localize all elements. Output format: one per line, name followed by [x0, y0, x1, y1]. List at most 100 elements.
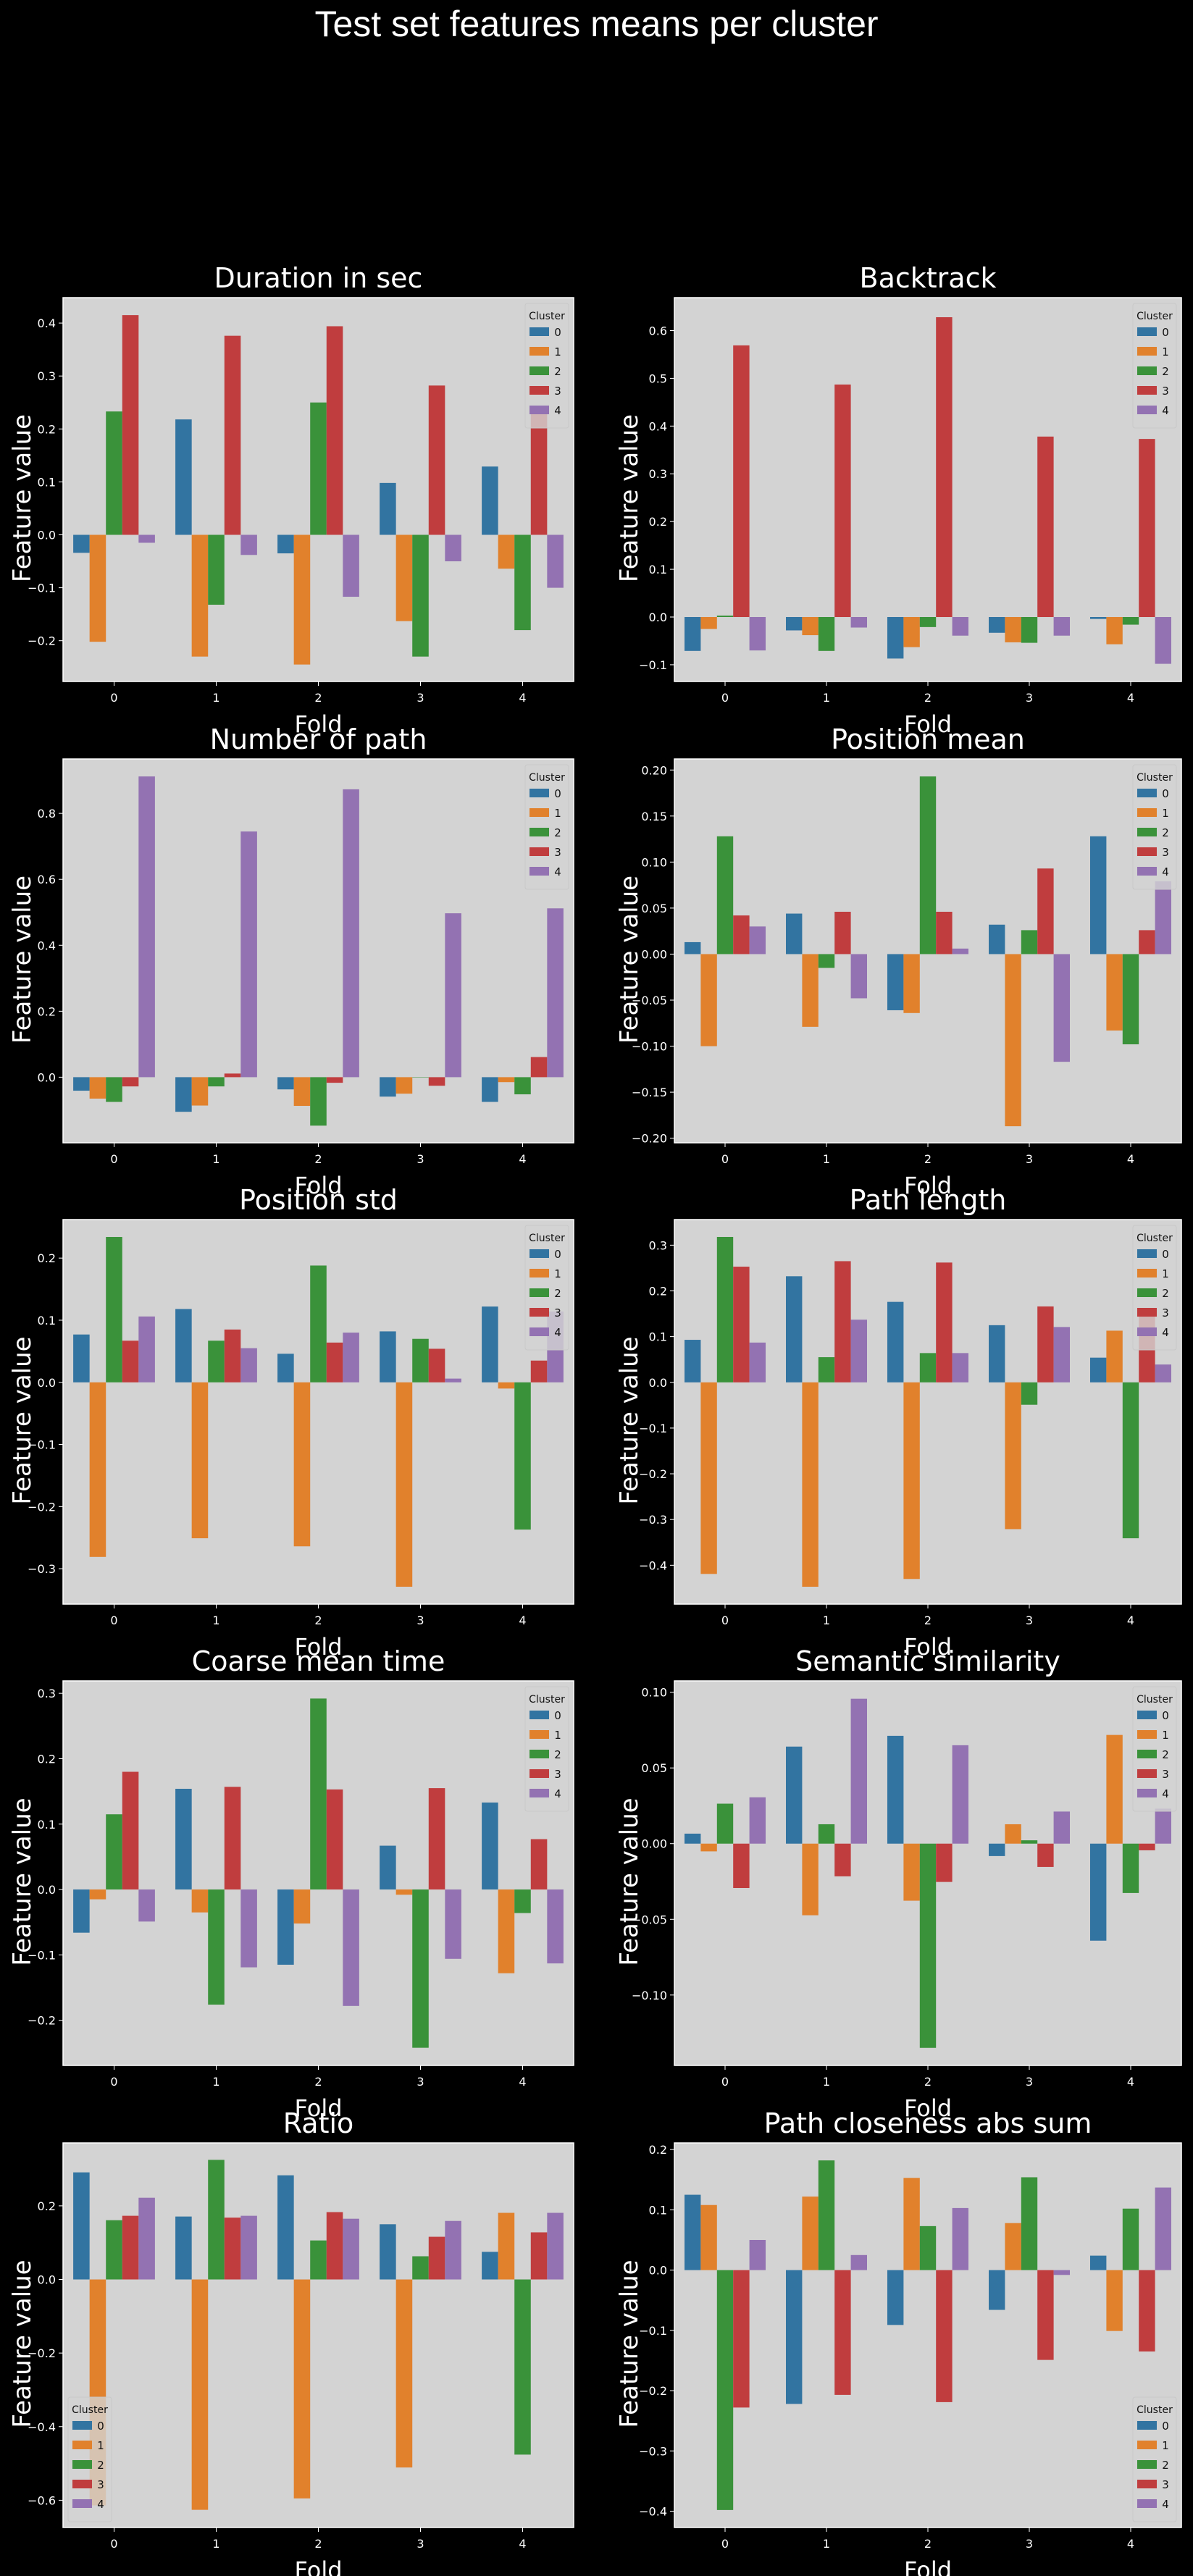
- legend-label: 1: [554, 1729, 561, 1742]
- legend-swatch-cluster4: [529, 406, 549, 414]
- y-tick-label: −0.3: [639, 2444, 667, 2458]
- bar-fold3-cluster2: [1021, 1840, 1038, 1844]
- bar-fold2-cluster1: [903, 1843, 920, 1901]
- y-tick-label: −0.2: [639, 1467, 667, 1481]
- legend-label: 0: [1162, 326, 1169, 339]
- plot-area: [674, 1219, 1182, 1605]
- legend-swatch-cluster4: [72, 2499, 92, 2508]
- bar-fold0-cluster1: [700, 617, 717, 629]
- x-tick-label: 3: [416, 1614, 424, 1627]
- bar-fold2-cluster0: [887, 2270, 904, 2325]
- legend-label: 3: [554, 1306, 561, 1320]
- bar-fold1-cluster4: [850, 2254, 867, 2270]
- legend-label: 4: [554, 404, 561, 417]
- x-tick-label: 0: [721, 1152, 729, 1166]
- legend-swatch-cluster0: [529, 1249, 549, 1258]
- legend-label: 1: [554, 807, 561, 820]
- legend-swatch-cluster1: [529, 1269, 549, 1277]
- bar-fold4-cluster4: [1155, 1808, 1171, 1844]
- y-tick-label: 0.2: [38, 1251, 56, 1265]
- legend-swatch-cluster3: [529, 847, 549, 856]
- legend-label: 2: [1162, 365, 1169, 378]
- plot-area: [674, 2142, 1182, 2528]
- bar-fold3-cluster1: [1005, 1824, 1021, 1844]
- y-tick-label: −0.2: [28, 634, 56, 648]
- legend-label: 2: [1162, 1287, 1169, 1300]
- legend-label: 4: [1162, 404, 1169, 417]
- y-tick-label: 0.10: [641, 1686, 667, 1700]
- bar-fold3-cluster3: [1037, 436, 1054, 618]
- legend-label: 2: [554, 826, 561, 839]
- y-axis-label: Feature value: [615, 1797, 644, 1965]
- legend: Cluster 0 1 2 3 4: [1132, 1686, 1177, 1812]
- legend-label: 4: [554, 1326, 561, 1339]
- legend-swatch-cluster0: [1137, 327, 1157, 336]
- bar-fold0-cluster3: [122, 315, 139, 535]
- bar-fold3-cluster1: [1005, 954, 1021, 1127]
- x-tick-label: 1: [212, 1152, 219, 1166]
- bar-fold2-cluster3: [936, 2270, 953, 2402]
- bar-fold1-cluster1: [802, 1382, 819, 1587]
- y-tick-label: 0.05: [641, 1761, 667, 1775]
- x-tick-label: 3: [1026, 691, 1033, 705]
- subplot-title: Coarse mean time: [192, 1645, 445, 1677]
- y-tick-label: −0.05: [632, 1913, 667, 1926]
- legend-swatch-cluster2: [529, 1288, 549, 1297]
- bar-fold1-cluster0: [175, 419, 192, 535]
- legend-swatch-cluster1: [529, 347, 549, 356]
- x-tick-label: 2: [314, 2075, 322, 2089]
- bar-fold1-cluster4: [850, 1320, 867, 1383]
- y-tick-label: 0.4: [38, 939, 56, 952]
- y-tick-label: 0.4: [38, 316, 56, 330]
- bar-fold0-cluster2: [106, 1814, 122, 1890]
- bar-fold4-cluster0: [482, 1306, 498, 1383]
- bar-fold3-cluster4: [445, 913, 461, 1078]
- bar-fold1-cluster2: [818, 617, 835, 651]
- bar-fold0-cluster4: [749, 926, 766, 955]
- bar-fold4-cluster4: [1155, 2187, 1171, 2270]
- y-tick-label: 0.2: [38, 422, 56, 436]
- bar-fold0-cluster0: [73, 2172, 90, 2280]
- bar-fold4-cluster0: [1090, 617, 1107, 619]
- bar-fold1-cluster0: [786, 617, 803, 631]
- bar-fold1-cluster1: [191, 1889, 209, 1913]
- legend-swatch-cluster2: [72, 2460, 92, 2469]
- y-tick-label: −0.1: [28, 1438, 56, 1452]
- bar-fold1-cluster4: [240, 2215, 257, 2280]
- legend-label: 1: [1162, 1729, 1169, 1742]
- legend-swatch-cluster1: [1137, 1730, 1157, 1739]
- bar-fold2-cluster2: [310, 2240, 327, 2280]
- subplot-semantic-similarity: Semantic similarity −0.10 −0.05 0.00 0.05 0.1…: [615, 1645, 1182, 2122]
- bar-fold3-cluster0: [380, 1331, 396, 1383]
- legend-swatch-cluster0: [1137, 1711, 1157, 1719]
- bar-fold0-cluster0: [685, 617, 701, 651]
- y-tick-label: 0.6: [38, 873, 56, 886]
- legend-swatch-cluster2: [1137, 1750, 1157, 1758]
- bar-fold4-cluster2: [514, 1889, 531, 1913]
- bar-fold0-cluster4: [138, 2197, 155, 2280]
- x-tick-label: 2: [314, 691, 322, 705]
- x-tick-label: 0: [110, 691, 117, 705]
- bar-fold3-cluster1: [1005, 1382, 1021, 1530]
- y-tick-label: 0.1: [649, 1330, 667, 1344]
- bar-fold1-cluster0: [786, 2270, 803, 2404]
- bar-fold1-cluster1: [191, 2279, 209, 2510]
- bar-fold2-cluster1: [293, 1077, 311, 1107]
- bar-fold2-cluster4: [952, 617, 968, 636]
- bar-fold2-cluster0: [887, 1735, 904, 1844]
- legend-label: 0: [554, 1248, 561, 1261]
- subplot-coarse-mean-time: Coarse mean time −0.2 −0.1 0.0 0.1 0.2 0.3 0 1 2 3…: [8, 1645, 574, 2122]
- legend: Cluster 0 1 2 3 4: [1132, 764, 1177, 890]
- legend-swatch-cluster4: [1137, 1327, 1157, 1336]
- y-tick-label: 0.2: [649, 2143, 667, 2157]
- y-tick-label: 0.00: [641, 1837, 667, 1851]
- legend-label: 1: [554, 345, 561, 358]
- bar-fold3-cluster0: [380, 1077, 396, 1097]
- x-tick-label: 1: [823, 2075, 830, 2089]
- x-tick-label: 2: [924, 691, 932, 705]
- legend: Cluster 0 1 2 3 4: [1132, 1225, 1177, 1351]
- bar-fold1-cluster2: [818, 2160, 835, 2270]
- bar-fold0-cluster0: [73, 1334, 90, 1383]
- legend: Cluster 0 1 2 3 4: [524, 1686, 569, 1812]
- bar-fold2-cluster1: [293, 1382, 311, 1547]
